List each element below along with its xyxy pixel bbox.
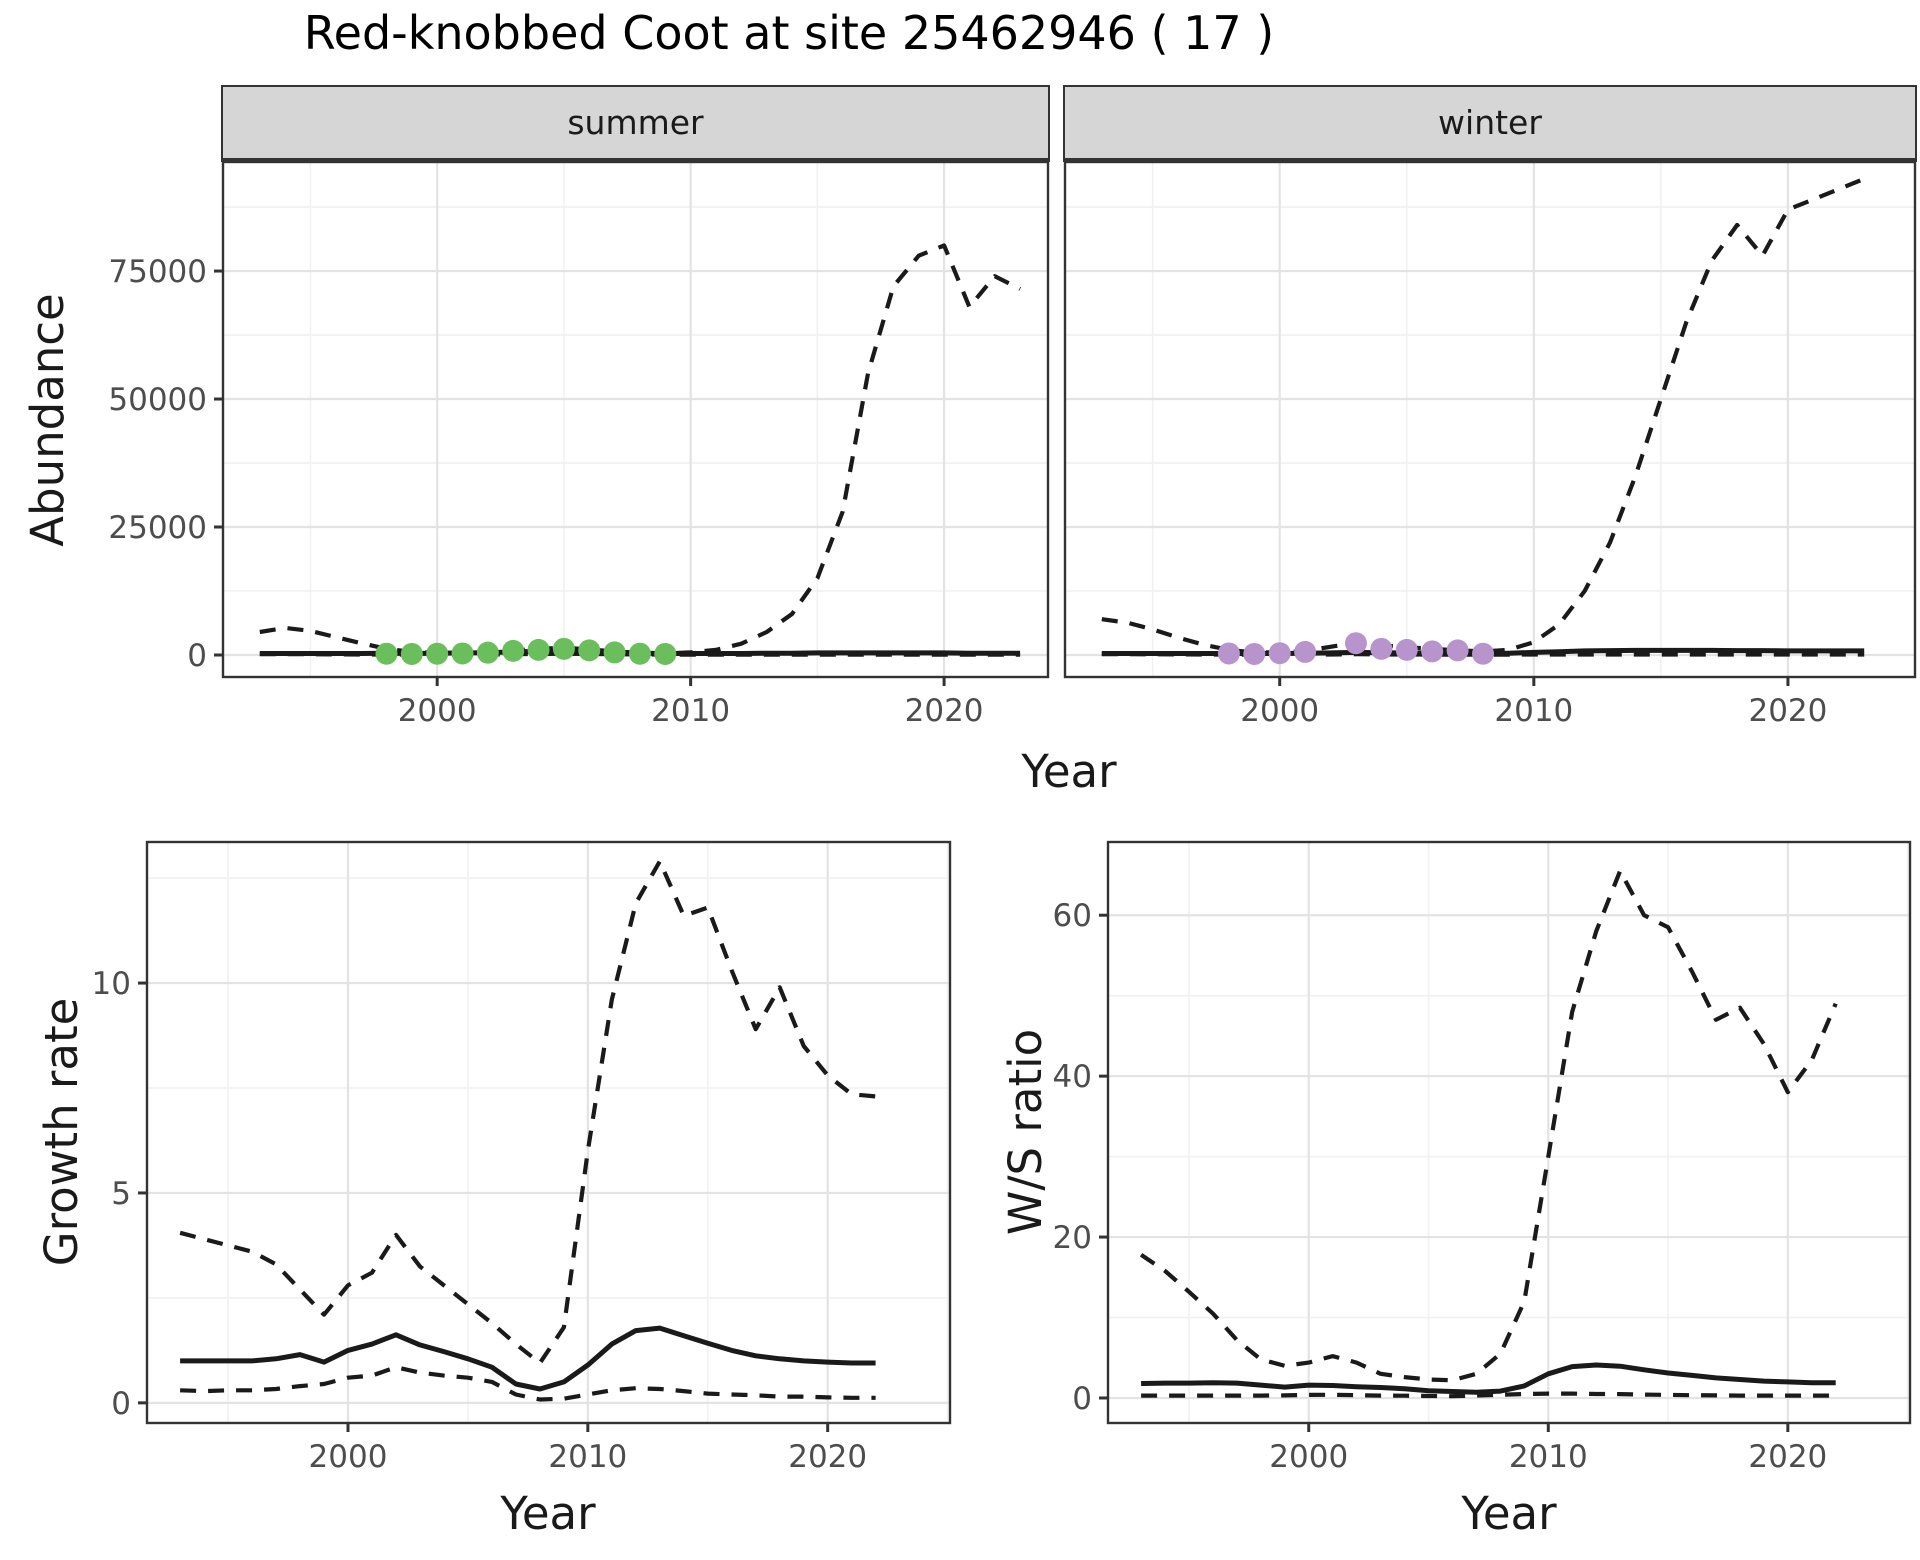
- y-tick-label: 0: [111, 1386, 131, 1422]
- data-point: [400, 642, 423, 665]
- y-tick-label: 75000: [108, 254, 207, 290]
- growth-estimate-line: [180, 1325, 876, 1392]
- data-point: [1268, 642, 1291, 665]
- data-point: [1370, 637, 1393, 660]
- growth-lower_ci-line: [180, 1365, 876, 1402]
- x-tick-label: 2010: [1494, 693, 1573, 729]
- ws-upper_ci-line: [1139, 868, 1838, 1383]
- growth-panel-border: [145, 840, 952, 1425]
- x-tick-label: 2010: [548, 1439, 627, 1475]
- growth-panel-background: [147, 842, 950, 1423]
- y-tick-label: 20: [1053, 1220, 1092, 1256]
- data-point: [1294, 640, 1317, 663]
- data-point: [1472, 642, 1495, 665]
- abundance-axis-title: Abundance: [21, 293, 74, 547]
- ws-lower_ci-line: [1141, 1391, 1836, 1399]
- y-tick-label: 60: [1053, 898, 1092, 934]
- data-point: [1421, 640, 1444, 663]
- y-tick-label: 25000: [108, 510, 207, 546]
- figure-title: Red-knobbed Coot at site 25462946 ( 17 ): [303, 6, 1275, 60]
- data-point: [552, 637, 575, 660]
- year-axis-title-bottom-right: Year: [1461, 1487, 1557, 1540]
- data-point: [1344, 632, 1367, 655]
- y-tick-label: 5: [111, 1176, 131, 1212]
- x-tick-label: 2000: [309, 1439, 388, 1475]
- year-axis-title-bottom-left: Year: [500, 1487, 596, 1540]
- ws-ratio-axis-title: W/S ratio: [999, 1028, 1052, 1236]
- growth-panel: 2000 2010 2020 0 5 10: [92, 840, 952, 1475]
- winter-upper_ci-line: [1101, 176, 1865, 655]
- summer-panel-background: [223, 162, 1048, 677]
- ws-estimate-line: [1141, 1362, 1836, 1395]
- x-tick-label: 2000: [1240, 693, 1319, 729]
- facet-strip-winter: winter: [1063, 85, 1917, 162]
- data-point: [603, 641, 626, 664]
- data-point: [1217, 642, 1240, 665]
- x-tick-label: 2000: [398, 693, 477, 729]
- data-point: [578, 639, 601, 662]
- observed-summer-counts: [375, 637, 677, 665]
- x-tick-label: 2010: [1509, 1439, 1588, 1475]
- winter-panel-border: [1063, 160, 1917, 679]
- growth-upper_ci-line: [179, 859, 876, 1366]
- data-point: [1243, 642, 1266, 665]
- winter-panel: 2000 2010 2020: [1063, 160, 1917, 729]
- growth-rate-axis-title: Growth rate: [35, 997, 88, 1267]
- y-tick-label: 10: [92, 966, 131, 1002]
- data-point: [476, 641, 499, 664]
- ws-panel: 2000 2010 2020 0 20 40 60: [1053, 840, 1912, 1475]
- data-point: [426, 642, 449, 665]
- facet-strip-summer: summer: [221, 85, 1050, 162]
- data-point: [1395, 638, 1418, 661]
- x-tick-label: 2010: [651, 693, 730, 729]
- facet-label-summer: summer: [567, 103, 704, 142]
- summer-panel-border: [221, 160, 1050, 679]
- y-tick-label: 40: [1053, 1059, 1092, 1095]
- x-tick-label: 2000: [1269, 1439, 1348, 1475]
- facet-label-winter: winter: [1438, 103, 1542, 142]
- data-point: [502, 639, 525, 662]
- data-point: [654, 642, 677, 665]
- x-tick-label: 2020: [788, 1439, 867, 1475]
- ws-panel-background: [1108, 842, 1910, 1423]
- data-point: [1446, 639, 1469, 662]
- x-tick-label: 2020: [905, 693, 984, 729]
- data-point: [375, 642, 398, 665]
- observed-winter-counts: [1217, 632, 1495, 665]
- y-tick-label: 50000: [108, 382, 207, 418]
- data-point: [527, 638, 550, 661]
- year-axis-title-top: Year: [1021, 745, 1117, 798]
- y-tick-label: 0: [187, 638, 207, 674]
- x-tick-label: 2020: [1748, 693, 1827, 729]
- x-tick-label: 2020: [1748, 1439, 1827, 1475]
- data-point: [628, 642, 651, 665]
- summer-panel: 2000 2010 2020 0 25000 50000 75000: [108, 160, 1050, 729]
- y-tick-label: 0: [1072, 1381, 1092, 1417]
- ws-panel-border: [1106, 840, 1912, 1425]
- data-point: [451, 642, 474, 665]
